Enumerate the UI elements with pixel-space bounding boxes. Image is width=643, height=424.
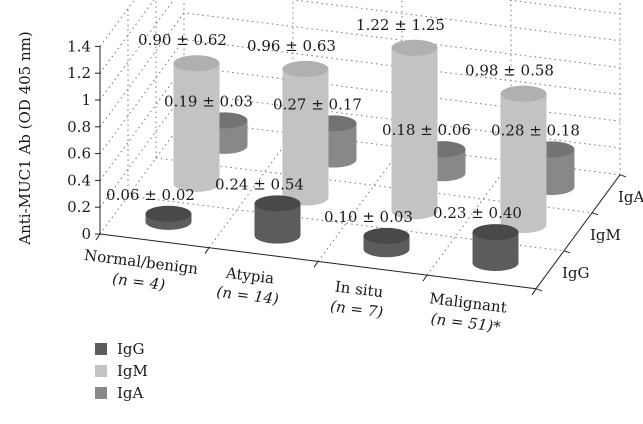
data-label: 0.90 ± 0.62: [138, 31, 227, 49]
depth-tick-mark: [591, 212, 599, 216]
depth-axis-line: [535, 174, 621, 290]
bar-top: [145, 205, 192, 222]
gridline: [208, 133, 294, 248]
depth-tick-mark: [619, 174, 627, 178]
bar-top: [282, 60, 329, 77]
bar-top: [173, 55, 220, 72]
bar-body: [472, 232, 519, 271]
data-label: 0.19 ± 0.03: [164, 92, 253, 110]
y-tick-label: 0.4: [67, 171, 91, 189]
series-axis-label: IgG: [562, 264, 590, 282]
legend-label: IgM: [117, 362, 148, 380]
data-label: 0.98 ± 0.58: [465, 62, 554, 80]
y-tick-label: 1: [81, 91, 91, 109]
axis-text: 0 0.2 0.4 0.6 0.8 1 1.2 1.4 Anti-MUC1 Ab (OD 405…: [16, 31, 643, 336]
bar-top: [254, 195, 301, 212]
category-name: In situ: [334, 277, 385, 301]
category-label: In situ(n = 7): [329, 277, 386, 321]
bar-body: [500, 93, 547, 233]
legend-swatch: [95, 343, 107, 355]
bar-igg: [363, 227, 410, 258]
legend: IgG IgM IgA: [95, 340, 148, 402]
data-label: 0.27 ± 0.17: [273, 95, 362, 113]
legend-label: IgG: [117, 340, 145, 358]
y-tick-label: 0.8: [67, 118, 91, 136]
bar-igm: [282, 60, 329, 206]
bar-igg: [472, 224, 519, 271]
bar-body: [254, 203, 301, 244]
bar-top: [391, 39, 438, 56]
category-label: Normal/benign(n = 4): [81, 246, 200, 298]
bar-igm: [391, 39, 438, 220]
data-label: 0.24 ± 0.54: [215, 175, 304, 193]
data-label: 0.18 ± 0.06: [382, 121, 471, 139]
y-axis-title: Anti-MUC1 Ab (OD 405 nm): [16, 31, 34, 245]
legend-swatch: [95, 387, 107, 399]
bar-igm: [500, 85, 547, 233]
y-tick-label: 0.6: [67, 145, 91, 163]
y-tick-label: 1.4: [67, 37, 91, 55]
category-label: Malignant(n = 51)*: [426, 289, 508, 336]
data-label: 0.23 ± 0.40: [433, 204, 522, 222]
gridline: [426, 160, 512, 276]
bar-igg: [254, 195, 301, 244]
axes: [95, 45, 627, 296]
legend-label: IgA: [117, 384, 144, 402]
x-tick-mark: [313, 261, 319, 268]
bar-body: [282, 68, 329, 206]
data-label: 0.06 ± 0.02: [106, 186, 195, 204]
bar-igm: [173, 55, 220, 192]
bar-top: [363, 227, 410, 244]
data-label: 1.22 ± 1.25: [356, 16, 445, 34]
gridline: [317, 147, 403, 262]
bar-top: [472, 224, 519, 241]
bar-body: [173, 63, 220, 192]
data-label: 0.10 ± 0.03: [324, 208, 413, 226]
x-tick-mark: [531, 288, 537, 296]
series-axis-label: IgM: [590, 226, 621, 244]
y-tick-label: 0: [81, 225, 91, 243]
depth-tick-mark: [535, 288, 543, 292]
data-label: 0.96 ± 0.63: [247, 37, 336, 55]
category-name: Atypia: [224, 264, 275, 288]
bars: [145, 39, 575, 271]
depth-tick-mark: [563, 250, 571, 254]
bar-body: [391, 47, 438, 220]
category-n: (n = 4): [111, 270, 166, 294]
bar-igg: [145, 205, 192, 230]
x-tick-mark: [204, 247, 210, 254]
y-tick-label: 1.2: [67, 64, 91, 82]
category-label: Atypia(n = 14): [216, 263, 283, 308]
category-n: (n = 7): [329, 297, 384, 321]
legend-swatch: [95, 365, 107, 377]
bar-top: [500, 85, 547, 102]
data-labels: 0.19 ± 0.03 0.27 ± 0.17 0.18 ± 0.06 0.28 ± …: [106, 16, 580, 226]
y-tick-label: 0.2: [67, 198, 91, 216]
series-axis-label: IgA: [618, 188, 643, 206]
x-tick-mark: [95, 233, 101, 241]
x-tick-mark: [422, 274, 428, 282]
data-label: 0.28 ± 0.18: [491, 121, 580, 139]
